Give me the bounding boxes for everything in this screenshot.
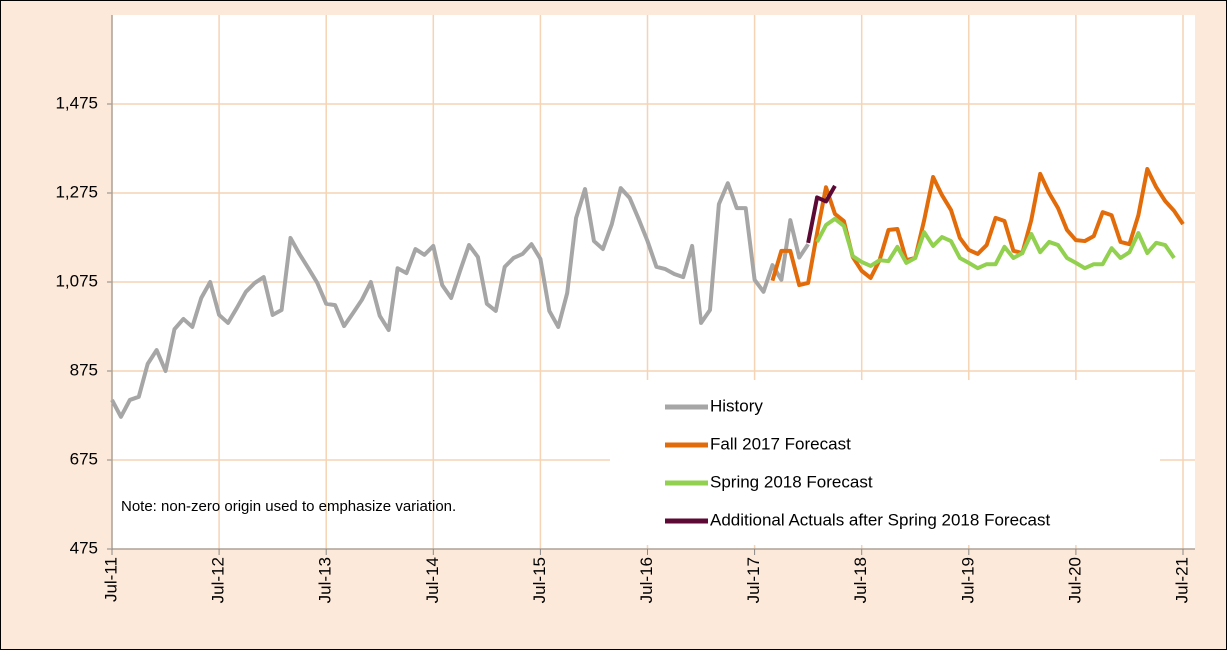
x-tick-label: Jul-15 (530, 557, 549, 603)
x-tick-label: Jul-11 (101, 557, 120, 602)
y-tick-label: 1,075 (55, 271, 98, 290)
x-tick-label: Jul-18 (851, 557, 870, 603)
x-tick-label: Jul-17 (744, 557, 763, 603)
series-line (110, 181, 810, 419)
x-tick-label: Jul-20 (1065, 557, 1084, 603)
x-tick-label: Jul-21 (1172, 557, 1191, 603)
legend-label: Additional Actuals after Spring 2018 For… (710, 510, 1050, 529)
legend-label: Spring 2018 Forecast (710, 472, 873, 491)
y-tick-label: 475 (70, 538, 98, 557)
legend-label: History (710, 396, 763, 415)
x-tick-label: Jul-16 (637, 557, 656, 603)
y-tick-label: 675 (70, 449, 98, 468)
series-line (815, 216, 1176, 271)
y-tick-label: 1,275 (55, 182, 98, 201)
x-tick-label: Jul-13 (316, 557, 335, 603)
series-line (770, 166, 1185, 288)
series-line (806, 184, 837, 244)
x-tick-label: Jul-12 (209, 557, 228, 603)
y-tick-label: 1,475 (55, 93, 98, 112)
x-tick-label: Jul-19 (958, 557, 977, 603)
y-tick-label: 875 (70, 360, 98, 379)
legend-label: Fall 2017 Forecast (710, 434, 851, 453)
x-tick-label: Jul-14 (423, 557, 442, 603)
annotation: Note: non-zero origin used to emphasize … (121, 498, 456, 515)
